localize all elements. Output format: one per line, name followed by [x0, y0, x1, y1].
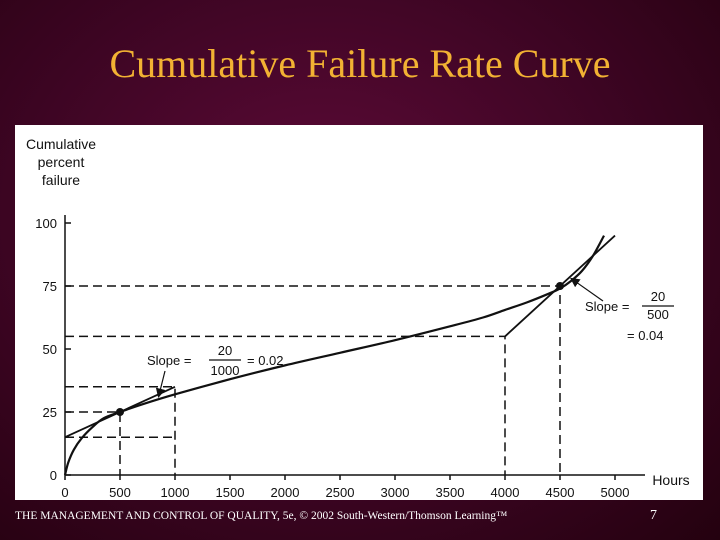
- cumulative-failure-chart: CumulativepercentfailureHours02550751000…: [26, 136, 690, 500]
- y-axis-label-line: failure: [42, 172, 80, 188]
- y-tick-label: 100: [35, 216, 57, 231]
- x-tick-label: 2500: [326, 485, 355, 500]
- slope-annotation: Slope = 20 500 = 0.04: [570, 277, 674, 343]
- y-axis-label-line: percent: [38, 154, 85, 170]
- x-tick-label: 1500: [216, 485, 245, 500]
- x-tick-label: 3000: [381, 485, 410, 500]
- x-axis-label: Hours: [652, 472, 689, 488]
- guide-line: [65, 411, 121, 475]
- y-tick-label: 25: [43, 405, 57, 420]
- curve-layer: [63, 235, 605, 476]
- guide-line: [65, 386, 176, 475]
- slope-arrow: [155, 370, 166, 399]
- slope-numerator: 20: [651, 289, 665, 304]
- x-tick-label: 500: [109, 485, 131, 500]
- slope-denominator: 1000: [211, 363, 240, 378]
- slope-label: Slope =: [147, 353, 191, 368]
- slope-numerator: 20: [218, 343, 232, 358]
- y-axis-label-line: Cumulative: [26, 136, 96, 152]
- y-tick-label: 0: [50, 468, 57, 483]
- y-tick-label: 50: [43, 342, 57, 357]
- x-tick-label: 4000: [491, 485, 520, 500]
- tangency-point: [556, 282, 564, 290]
- tick-labels-layer: CumulativepercentfailureHours02550751000…: [26, 136, 690, 500]
- slope-annotation: Slope = 20 1000 = 0.02: [147, 343, 284, 399]
- x-tick-label: 5000: [601, 485, 630, 500]
- x-tick-label: 3500: [436, 485, 465, 500]
- chart-figure: Cumulative percent failure Hours 0 25 50 75 100 0…: [15, 125, 703, 500]
- guide-line: [65, 335, 506, 475]
- axes-layer: [64, 215, 645, 480]
- y-tick-label: 75: [43, 279, 57, 294]
- slope-denominator: 500: [647, 307, 669, 322]
- slide-number: 7: [650, 508, 657, 523]
- footer-credit: THE MANAGEMENT AND CONTROL OF QUALITY, 5…: [15, 510, 508, 522]
- guide-lines-layer: [65, 285, 561, 475]
- annotations-layer: Slope = 20 1000 = 0.02 Slope = 20 500 = 0.04: [147, 277, 674, 399]
- tangency-point: [116, 408, 124, 416]
- x-tick-label: 2000: [271, 485, 300, 500]
- slope-label: Slope =: [585, 299, 629, 314]
- points-layer: [116, 282, 564, 416]
- slope-arrow: [570, 277, 604, 302]
- failure-curve-line: [63, 235, 605, 476]
- slide-title: Cumulative Failure Rate Curve: [109, 41, 611, 86]
- slope-result: = 0.02: [247, 353, 284, 368]
- x-tick-label: 1000: [161, 485, 190, 500]
- guide-line: [65, 285, 561, 475]
- x-tick-label: 4500: [546, 485, 575, 500]
- x-tick-label: 0: [61, 485, 68, 500]
- slope-result: = 0.04: [627, 328, 664, 343]
